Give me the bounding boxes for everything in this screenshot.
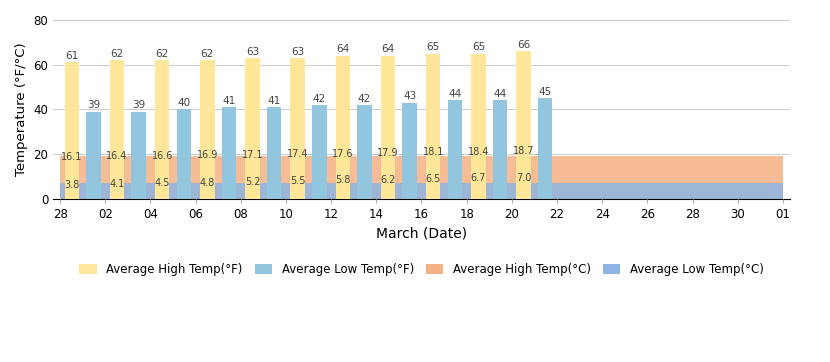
Bar: [65, 63, 79, 199]
Text: 4.8: 4.8: [200, 178, 215, 188]
Text: 16.6: 16.6: [152, 151, 173, 161]
Text: 5.2: 5.2: [245, 177, 261, 187]
Text: 17.9: 17.9: [378, 148, 398, 158]
Bar: [471, 54, 486, 199]
Bar: [246, 58, 260, 199]
Text: 17.1: 17.1: [242, 150, 263, 160]
X-axis label: March (Date): March (Date): [376, 226, 467, 240]
Text: 18.1: 18.1: [422, 147, 444, 157]
Text: 18.4: 18.4: [467, 147, 489, 157]
Text: 7.0: 7.0: [516, 173, 531, 183]
Text: 44: 44: [494, 89, 506, 99]
Text: 17.6: 17.6: [332, 148, 354, 159]
Bar: [426, 54, 441, 199]
Text: 41: 41: [267, 96, 281, 106]
Text: 41: 41: [222, 96, 236, 106]
Text: 40: 40: [178, 98, 190, 108]
Text: 42: 42: [313, 94, 326, 104]
Text: 63: 63: [246, 47, 259, 57]
Text: 63: 63: [291, 47, 305, 57]
Bar: [200, 60, 215, 199]
Text: 64: 64: [336, 45, 349, 54]
Bar: [177, 109, 191, 199]
Text: 61: 61: [66, 51, 79, 61]
Text: 64: 64: [382, 45, 394, 54]
Text: 65: 65: [427, 42, 440, 52]
Text: 39: 39: [87, 100, 100, 110]
Bar: [131, 111, 146, 199]
Bar: [358, 105, 372, 199]
Text: 3.8: 3.8: [64, 180, 80, 190]
Text: 16.1: 16.1: [61, 152, 82, 162]
Text: 66: 66: [517, 40, 530, 50]
Text: 62: 62: [110, 49, 124, 59]
Bar: [538, 98, 553, 199]
Text: 16.4: 16.4: [106, 151, 128, 161]
Text: 42: 42: [358, 94, 371, 104]
Bar: [403, 103, 417, 199]
Text: 6.7: 6.7: [471, 173, 486, 184]
Text: 65: 65: [471, 42, 485, 52]
Text: 4.1: 4.1: [110, 179, 124, 189]
Bar: [155, 60, 169, 199]
Bar: [267, 107, 281, 199]
Text: 43: 43: [403, 91, 417, 101]
Bar: [312, 105, 326, 199]
Text: 5.8: 5.8: [335, 176, 350, 185]
Bar: [516, 51, 531, 199]
Text: 18.7: 18.7: [513, 146, 535, 156]
Text: 39: 39: [132, 100, 145, 110]
Bar: [493, 101, 507, 199]
Text: 44: 44: [448, 89, 461, 99]
Bar: [60, 182, 783, 199]
Text: 16.9: 16.9: [197, 150, 218, 160]
Bar: [335, 56, 350, 199]
Bar: [60, 156, 783, 199]
Bar: [86, 111, 100, 199]
Text: 6.2: 6.2: [380, 174, 396, 185]
Text: 45: 45: [539, 87, 552, 97]
Bar: [110, 60, 124, 199]
Text: 62: 62: [201, 49, 214, 59]
Bar: [222, 107, 237, 199]
Bar: [381, 56, 395, 199]
Text: 6.5: 6.5: [426, 174, 441, 184]
Text: 17.4: 17.4: [287, 149, 309, 159]
Bar: [447, 101, 462, 199]
Text: 5.5: 5.5: [290, 176, 305, 186]
Bar: [290, 58, 305, 199]
Legend: Average High Temp(°F), Average Low Temp(°F), Average High Temp(°C), Average Low : Average High Temp(°F), Average Low Temp(…: [75, 258, 769, 281]
Y-axis label: Temperature (°F/°C): Temperature (°F/°C): [15, 43, 28, 176]
Text: 4.5: 4.5: [154, 178, 170, 188]
Text: 62: 62: [155, 49, 168, 59]
